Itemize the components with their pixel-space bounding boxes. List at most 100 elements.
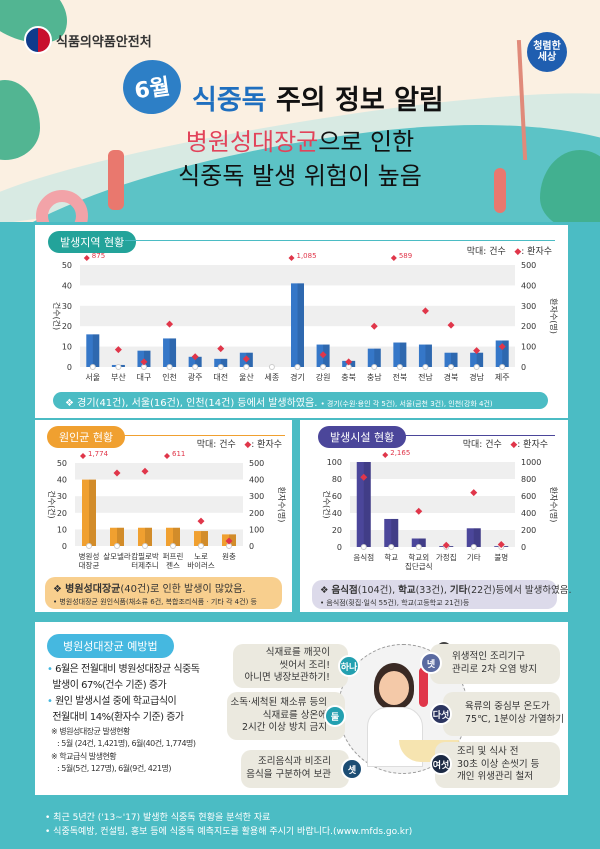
y2-tick-label: 200 <box>521 526 536 535</box>
grid-band <box>350 462 515 479</box>
y-axis-label: 건수(건) <box>322 490 332 518</box>
y-tick-label: 40 <box>57 476 67 485</box>
bar-shade <box>363 462 371 547</box>
category-label: 학교외 <box>408 552 429 562</box>
y-tick-label: 10 <box>62 343 72 352</box>
pathogen-chart: 0 0 10 100 20 200 30 300 40 400 50 500 건수(건) 환자수(명) 병원… <box>47 450 287 570</box>
patient-marker <box>447 321 455 329</box>
page-title: 식중독 주의 정보 알림 <box>192 78 444 117</box>
category-label: 원충 <box>222 552 236 561</box>
legend-marker: : 환자수 <box>521 247 552 257</box>
bar-shade <box>473 528 481 547</box>
grid-band <box>350 530 515 547</box>
baseline-dot <box>371 364 378 370</box>
patient-marker <box>217 345 225 353</box>
y-axis-label: 건수(건) <box>47 490 57 518</box>
y-axis-label: 건수(건) <box>52 302 62 330</box>
note-detail: : 5월(5건, 127명), 6월(9건, 421명) <box>57 764 172 774</box>
baseline-dot <box>170 543 176 549</box>
baseline-dot <box>422 364 429 370</box>
category-label: 병원성 <box>79 552 100 561</box>
patient-marker <box>141 467 149 475</box>
patient-marker <box>442 541 450 549</box>
bar-shade <box>92 334 100 367</box>
y2-tick-label: 300 <box>521 302 536 311</box>
chart-summary: ❖ 병원성대장균(40건)로 인한 발생이 많았음. • 병원성대장균 원인식품… <box>45 577 282 609</box>
legend-bar: 막대: 건수 <box>462 440 502 450</box>
bar <box>138 527 152 546</box>
tip-line: 30초 이상 손씻기 등 <box>457 758 540 770</box>
badge-text: 청렴한 세상 <box>533 41 561 63</box>
fact-notes: ※ 병원성대장균 발생현황 : 5월 (24건, 1,421명), 6월(40건… <box>51 726 199 776</box>
tag-divider <box>125 240 555 241</box>
y2-tick-label: 500 <box>249 459 264 468</box>
y2-tick-label: 200 <box>521 322 536 331</box>
y-tick-label: 20 <box>62 322 72 331</box>
baseline-dot <box>320 364 327 370</box>
patient-marker <box>370 322 378 330</box>
bar <box>82 479 96 546</box>
beach-person-illustration <box>108 150 124 210</box>
tip-line: 아니면 냉장보관하기! <box>244 672 331 684</box>
tip-text: 조리음식과 비조리 음식을 구분하여 보관 <box>246 756 331 782</box>
patient-marker <box>415 507 423 515</box>
tip-text: 위생적인 조리기구 관리로 2차 오염 방지 <box>452 651 537 677</box>
category-label: 서울 <box>85 373 100 382</box>
mfds-logo[interactable]: 식품의약품안전처 <box>24 26 152 54</box>
footer-note: • 식중독예방, 컨설팅, 홍보 등에 식중독 예측지도를 활용해 주시기 바랍… <box>45 827 413 837</box>
bar <box>393 342 407 367</box>
chart-summary: ❖ 음식점(104건), 학교(33건), 기타(22건)등에서 발생하였음. … <box>312 580 572 609</box>
patient-marker <box>382 452 389 458</box>
bar-shade <box>195 356 202 367</box>
bar <box>291 283 304 367</box>
prevention-tip: 위생적인 조리기구 관리로 2차 오염 방지 <box>430 644 560 684</box>
category-label: 젠스 <box>166 561 180 570</box>
patient-overflow-label: 875 <box>92 252 105 260</box>
y-tick-label: 0 <box>67 363 72 372</box>
bar <box>495 340 509 367</box>
beach-person-illustration <box>494 168 506 213</box>
tip-text: 조리 및 식사 전 30초 이상 손씻기 등 개인 위생관리 철저 <box>457 746 539 784</box>
baseline-dot <box>448 364 455 370</box>
patient-overflow-label: 1,774 <box>88 450 109 458</box>
bar-shade <box>451 352 458 367</box>
patient-marker <box>390 255 397 261</box>
tip-line: 조리음식과 비조리 <box>258 756 331 768</box>
y-tick-label: 80 <box>332 475 342 484</box>
patient-marker <box>470 489 478 497</box>
chart-legend: 막대: 건수 ◆: 환자수 <box>467 244 552 257</box>
y2-tick-label: 500 <box>521 261 536 270</box>
note-title: ※ 학교급식 발생현황 <box>51 751 117 761</box>
month-bubble: 6월 <box>119 56 185 118</box>
category-label: 제주 <box>495 373 510 382</box>
baseline-dot <box>243 364 250 370</box>
tip-line: 식재료를 깨끗이 <box>265 646 330 658</box>
summary-text: (40건)로 인한 발생이 많았음. <box>120 584 246 595</box>
y-tick-label: 0 <box>62 542 67 551</box>
category-label: 집단급식 <box>405 561 433 571</box>
bar-shade <box>425 344 432 367</box>
bar-shade <box>476 352 484 367</box>
patient-overflow-label: 2,165 <box>390 449 410 457</box>
patient-marker <box>80 453 86 459</box>
category-label: 음식점 <box>353 552 374 562</box>
bar-shade <box>169 338 177 367</box>
tip-line: 조리 및 식사 전 <box>457 745 519 757</box>
patient-marker <box>319 351 327 359</box>
patient-marker <box>113 469 121 477</box>
title-highlight: 식중독 <box>192 85 267 116</box>
summary-bold: 학교 <box>398 585 416 596</box>
tip-line: 2시간 이상 방치 금지 <box>241 722 327 734</box>
y-tick-label: 20 <box>57 509 67 518</box>
bar <box>418 344 432 367</box>
summary-text: (33건), <box>415 585 450 596</box>
patient-marker <box>83 255 90 261</box>
prevention-facts: • 6월은 전월대비 병원성대장균 식중독 발생이 67%(건수 기준) 증가 … <box>47 662 200 776</box>
bar <box>466 528 481 547</box>
bar-shade <box>118 364 125 367</box>
tag-divider <box>395 435 555 436</box>
header-banner: 식품의약품안전처 청렴한 세상 6월 식중독 주의 정보 알림 병원성대장균으로… <box>0 0 600 222</box>
y-tick-label: 50 <box>62 261 72 270</box>
y-tick-label: 10 <box>57 525 67 534</box>
category-label: 가정집 <box>436 552 457 562</box>
